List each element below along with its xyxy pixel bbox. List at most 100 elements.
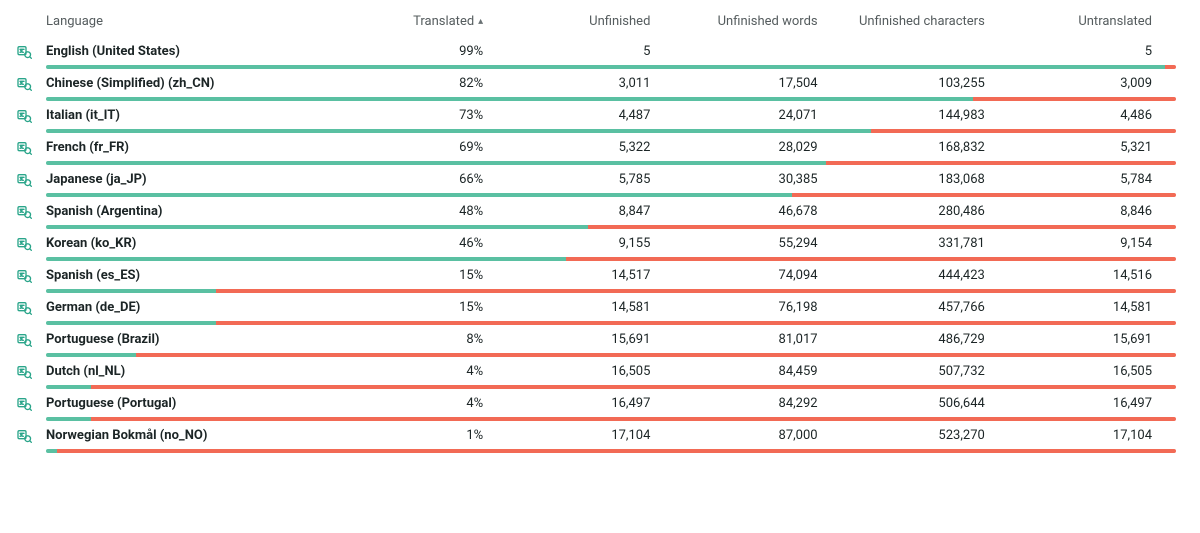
table-row[interactable]: Portuguese (Portugal)4%16,49784,292506,6… (8, 389, 1176, 421)
header-translated[interactable]: Translated ▴ (340, 14, 507, 29)
sort-asc-icon: ▴ (478, 17, 483, 27)
translate-search-icon[interactable] (8, 363, 40, 379)
cell-unfinished-words: 84,459 (779, 364, 818, 379)
progress-done (46, 449, 57, 453)
header-unfinished-words[interactable]: Unfinished words (674, 14, 841, 29)
row-content: German (de_DE)15%14,58176,198457,76614,5… (8, 293, 1176, 315)
cell-unfinished-words: 55,294 (779, 236, 818, 251)
cell-unfinished-chars: 183,068 (938, 172, 984, 187)
progress-remaining (588, 225, 1176, 229)
progress-remaining (1165, 65, 1176, 69)
table-row[interactable]: French (fr_FR)69%5,32228,029168,8325,321 (8, 133, 1176, 165)
row-content: English (United States)99%55 (8, 37, 1176, 59)
cell-unfinished: 14,517 (611, 268, 650, 283)
cell-unfinished-chars: 507,732 (938, 364, 984, 379)
cell-unfinished-words: 87,000 (779, 428, 818, 443)
progress-bar (46, 353, 1176, 357)
translate-search-icon[interactable] (8, 139, 40, 155)
header-untranslated[interactable]: Untranslated (1009, 14, 1176, 29)
cell-untranslated: 16,505 (1113, 364, 1152, 379)
cell-unfinished-chars: 280,486 (938, 204, 984, 219)
translate-search-icon[interactable] (8, 267, 40, 283)
progress-bar (46, 129, 1176, 133)
table-row[interactable]: Norwegian Bokmål (no_NO)1%17,10487,00052… (8, 421, 1176, 453)
progress-remaining (57, 449, 1176, 453)
progress-done (46, 97, 973, 101)
language-name[interactable]: English (United States) (46, 44, 180, 59)
language-name[interactable]: Korean (ko_KR) (46, 236, 136, 251)
header-unfinished-chars[interactable]: Unfinished characters (842, 14, 1009, 29)
row-content: Italian (it_IT)73%4,48724,071144,9834,48… (8, 101, 1176, 123)
cell-untranslated: 8,846 (1120, 204, 1152, 219)
cell-unfinished-chars: 523,270 (938, 428, 984, 443)
translate-search-icon[interactable] (8, 75, 40, 91)
table-row[interactable]: Korean (ko_KR)46%9,15555,294331,7819,154 (8, 229, 1176, 261)
language-name[interactable]: Portuguese (Portugal) (46, 396, 176, 411)
translate-search-icon[interactable] (8, 331, 40, 347)
cell-untranslated: 5,321 (1120, 140, 1152, 155)
sort-control[interactable]: Translated ▴ (413, 14, 483, 29)
cell-translated: 8% (466, 332, 483, 347)
cell-unfinished-chars: 144,983 (938, 108, 984, 123)
progress-remaining (826, 161, 1176, 165)
language-name[interactable]: Japanese (ja_JP) (46, 172, 147, 187)
header-language[interactable]: Language (40, 14, 340, 29)
cell-unfinished-chars: 457,766 (938, 300, 984, 315)
table-row[interactable]: Portuguese (Brazil)8%15,69181,017486,729… (8, 325, 1176, 357)
language-name[interactable]: French (fr_FR) (46, 140, 129, 155)
cell-untranslated: 17,104 (1113, 428, 1152, 443)
cell-unfinished-words: 46,678 (779, 204, 818, 219)
table-header: Language Translated ▴ Unfinished Unfinis… (8, 8, 1176, 37)
translate-search-icon[interactable] (8, 235, 40, 251)
cell-unfinished-chars: 506,644 (938, 396, 984, 411)
table-row[interactable]: Chinese (Simplified) (zh_CN)82%3,01117,5… (8, 69, 1176, 101)
row-content: Portuguese (Portugal)4%16,49784,292506,6… (8, 389, 1176, 411)
progress-remaining (973, 97, 1176, 101)
table-row[interactable]: Japanese (ja_JP)66%5,78530,385183,0685,7… (8, 165, 1176, 197)
row-content: Chinese (Simplified) (zh_CN)82%3,01117,5… (8, 69, 1176, 91)
language-name[interactable]: Dutch (nl_NL) (46, 364, 125, 379)
progress-bar (46, 257, 1176, 261)
progress-done (46, 289, 216, 293)
header-untranslated-label: Untranslated (1078, 14, 1152, 29)
progress-remaining (871, 129, 1176, 133)
header-translated-label: Translated (413, 14, 474, 29)
progress-bar (46, 161, 1176, 165)
language-name[interactable]: Portuguese (Brazil) (46, 332, 159, 347)
cell-untranslated: 5 (1145, 44, 1152, 59)
cell-translated: 48% (459, 204, 483, 219)
language-name[interactable]: Spanish (Argentina) (46, 204, 163, 219)
header-unfinished[interactable]: Unfinished (507, 14, 674, 29)
cell-unfinished: 5,785 (619, 172, 651, 187)
progress-remaining (136, 353, 1176, 357)
translate-search-icon[interactable] (8, 299, 40, 315)
language-name[interactable]: Spanish (es_ES) (46, 268, 140, 283)
progress-done (46, 353, 136, 357)
translate-search-icon[interactable] (8, 203, 40, 219)
cell-unfinished: 8,847 (619, 204, 651, 219)
progress-done (46, 129, 871, 133)
translate-search-icon[interactable] (8, 107, 40, 123)
progress-remaining (91, 385, 1176, 389)
progress-bar (46, 417, 1176, 421)
table-row[interactable]: Dutch (nl_NL)4%16,50584,459507,73216,505 (8, 357, 1176, 389)
row-content: Japanese (ja_JP)66%5,78530,385183,0685,7… (8, 165, 1176, 187)
cell-unfinished-words: 30,385 (779, 172, 818, 187)
translate-search-icon[interactable] (8, 395, 40, 411)
language-name[interactable]: Norwegian Bokmål (no_NO) (46, 428, 207, 443)
header-language-label: Language (46, 14, 103, 29)
table-row[interactable]: Spanish (Argentina) 48% 8,847 46,678 280,486… (8, 197, 1176, 229)
table-row[interactable]: German (de_DE)15%14,58176,198457,76614,5… (8, 293, 1176, 325)
translate-search-icon[interactable] (8, 43, 40, 59)
cell-unfinished: 4,487 (619, 108, 651, 123)
table-row[interactable]: Italian (it_IT)73%4,48724,071144,9834,48… (8, 101, 1176, 133)
language-name[interactable]: Italian (it_IT) (46, 108, 120, 123)
cell-translated: 82% (459, 76, 483, 91)
progress-bar (46, 97, 1176, 101)
translate-search-icon[interactable] (8, 171, 40, 187)
table-row[interactable]: Spanish (es_ES)15%14,51774,094444,42314,… (8, 261, 1176, 293)
translate-search-icon[interactable] (8, 427, 40, 443)
table-row[interactable]: English (United States)99%55 (8, 37, 1176, 69)
language-name[interactable]: Chinese (Simplified) (zh_CN) (46, 76, 214, 91)
language-name[interactable]: German (de_DE) (46, 300, 140, 315)
